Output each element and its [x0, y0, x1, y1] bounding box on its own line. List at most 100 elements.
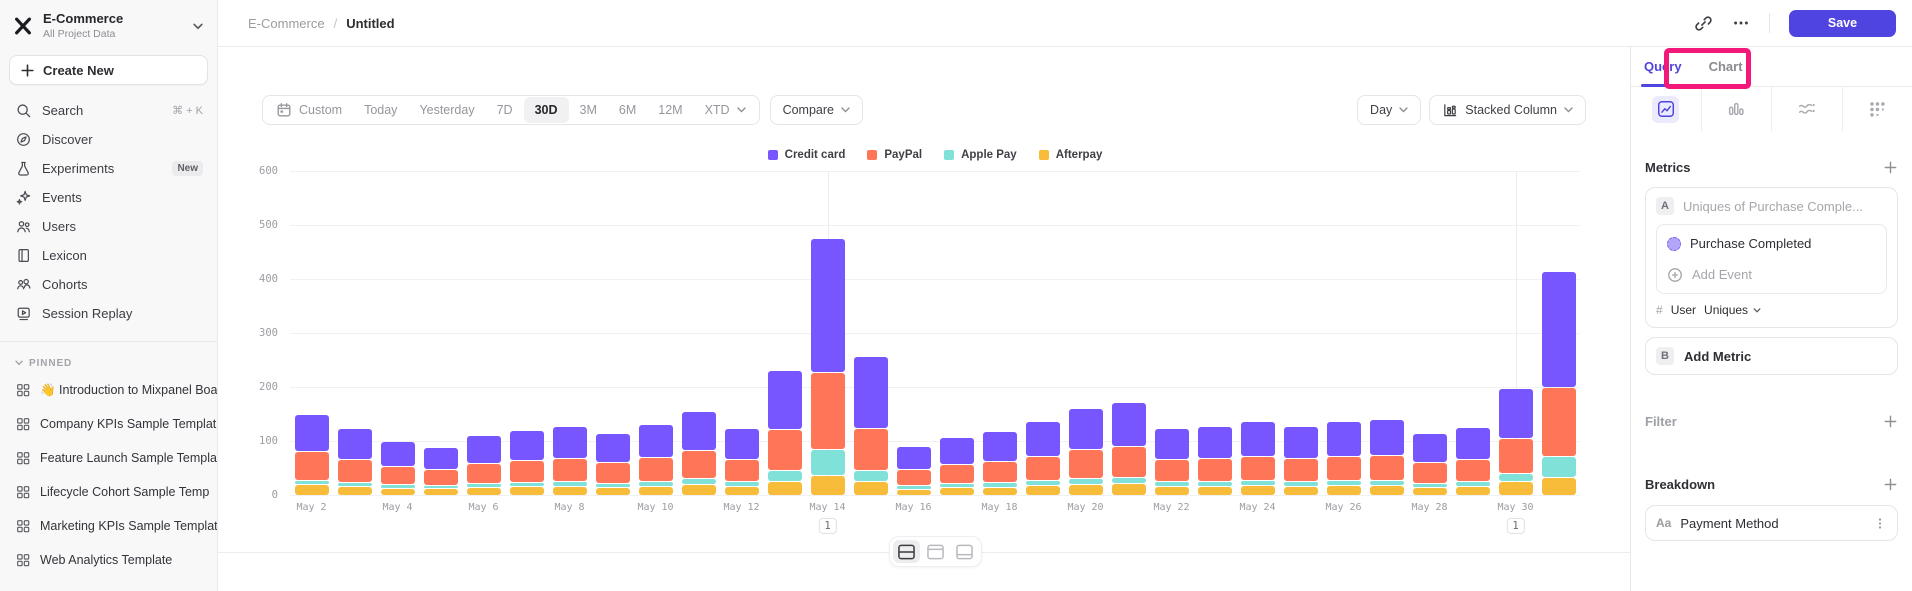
- stacked-bar-may-25[interactable]: [1283, 427, 1318, 495]
- bar-segment-apple-pay[interactable]: [1111, 478, 1146, 483]
- stacked-bar-may-17[interactable]: [939, 438, 974, 495]
- measure-agg-dropdown[interactable]: Uniques: [1704, 303, 1761, 317]
- bar-segment-paypal[interactable]: [939, 465, 974, 483]
- bar-segment-afterpay[interactable]: [638, 487, 673, 495]
- tab-chart[interactable]: Chart: [1708, 59, 1743, 74]
- bar-segment-credit-card[interactable]: [337, 429, 372, 459]
- bar-segment-credit-card[interactable]: [595, 434, 630, 462]
- stacked-bar-may-3[interactable]: [337, 429, 372, 495]
- kebab-menu-icon[interactable]: [1873, 516, 1887, 531]
- bar-segment-afterpay[interactable]: [1283, 487, 1318, 495]
- bar-segment-credit-card[interactable]: [1541, 272, 1576, 387]
- layout-chart-only-button[interactable]: [922, 540, 949, 563]
- sidebar-item-lexicon[interactable]: Lexicon: [0, 241, 217, 270]
- bar-segment-apple-pay[interactable]: [466, 484, 501, 487]
- pinned-board-item[interactable]: Feature Launch Sample Templa: [0, 441, 217, 475]
- bar-segment-credit-card[interactable]: [982, 432, 1017, 461]
- bar-segment-apple-pay[interactable]: [1412, 484, 1447, 487]
- bar-segment-apple-pay[interactable]: [939, 484, 974, 487]
- more-options-icon[interactable]: [1732, 14, 1750, 32]
- bar-segment-afterpay[interactable]: [1068, 485, 1103, 495]
- bar-segment-credit-card[interactable]: [681, 412, 716, 450]
- stacked-bar-may-2[interactable]: [294, 415, 329, 495]
- bar-segment-apple-pay[interactable]: [1369, 481, 1404, 485]
- bar-segment-apple-pay[interactable]: [1197, 482, 1232, 486]
- bar-segment-credit-card[interactable]: [1498, 389, 1533, 438]
- bar-segment-paypal[interactable]: [337, 460, 372, 482]
- pinned-board-item[interactable]: Web Analytics Template: [0, 543, 217, 577]
- bar-segment-paypal[interactable]: [810, 373, 845, 449]
- bar-segment-credit-card[interactable]: [1412, 434, 1447, 462]
- stacked-bar-may-18[interactable]: [982, 432, 1017, 495]
- date-range-12m[interactable]: 12M: [647, 97, 693, 123]
- bar-segment-apple-pay[interactable]: [724, 482, 759, 486]
- bar-segment-apple-pay[interactable]: [337, 483, 372, 486]
- stacked-bar-may-14[interactable]: [810, 239, 845, 495]
- bar-segment-afterpay[interactable]: [767, 482, 802, 495]
- save-button[interactable]: Save: [1789, 9, 1896, 37]
- legend-item-apple-pay[interactable]: Apple Pay: [944, 149, 1017, 161]
- bar-segment-paypal[interactable]: [1498, 439, 1533, 473]
- bar-segment-apple-pay[interactable]: [1068, 479, 1103, 484]
- bar-segment-paypal[interactable]: [1111, 447, 1146, 477]
- tab-query[interactable]: Query: [1641, 47, 1685, 87]
- bar-segment-afterpay[interactable]: [853, 482, 888, 495]
- stacked-bar-may-29[interactable]: [1455, 428, 1490, 495]
- pinned-board-item[interactable]: Lifecycle Cohort Sample Temp: [0, 475, 217, 509]
- bar-segment-credit-card[interactable]: [1197, 427, 1232, 458]
- bar-segment-paypal[interactable]: [294, 452, 329, 480]
- stacked-bar-may-7[interactable]: [509, 431, 544, 495]
- stacked-bar-may-27[interactable]: [1369, 420, 1404, 495]
- bar-segment-apple-pay[interactable]: [638, 482, 673, 486]
- stacked-bar-may-31[interactable]: [1541, 272, 1576, 495]
- bar-segment-paypal[interactable]: [1154, 460, 1189, 481]
- stacked-bar-may-13[interactable]: [767, 371, 802, 495]
- bar-segment-credit-card[interactable]: [1240, 422, 1275, 456]
- stacked-bar-may-11[interactable]: [681, 412, 716, 495]
- sidebar-item-events[interactable]: Events: [0, 183, 217, 212]
- sidebar-item-search[interactable]: Search ⌘ + K: [0, 96, 217, 125]
- bar-segment-apple-pay[interactable]: [896, 486, 931, 489]
- measurement-row[interactable]: # User Uniques: [1656, 303, 1887, 317]
- add-metric-plus-icon[interactable]: [1883, 160, 1898, 175]
- bar-segment-paypal[interactable]: [380, 467, 415, 484]
- bar-segment-credit-card[interactable]: [380, 442, 415, 466]
- bar-segment-credit-card[interactable]: [767, 371, 802, 429]
- link-icon[interactable]: [1694, 14, 1713, 33]
- stacked-bar-may-23[interactable]: [1197, 427, 1232, 495]
- chart-type-dropdown[interactable]: Stacked Column: [1429, 95, 1586, 125]
- bar-segment-afterpay[interactable]: [294, 485, 329, 495]
- bar-segment-credit-card[interactable]: [724, 429, 759, 459]
- legend-item-afterpay[interactable]: Afterpay: [1038, 149, 1102, 161]
- bar-segment-apple-pay[interactable]: [294, 481, 329, 484]
- date-range-xtd[interactable]: XTD: [694, 97, 757, 123]
- bar-segment-paypal[interactable]: [724, 460, 759, 481]
- bar-segment-afterpay[interactable]: [810, 476, 845, 495]
- bar-segment-afterpay[interactable]: [1111, 484, 1146, 495]
- bar-segment-credit-card[interactable]: [638, 425, 673, 457]
- bar-segment-afterpay[interactable]: [1455, 487, 1490, 495]
- bar-segment-credit-card[interactable]: [1455, 428, 1490, 459]
- bar-segment-afterpay[interactable]: [724, 487, 759, 495]
- bar-segment-afterpay[interactable]: [1412, 488, 1447, 495]
- bar-segment-paypal[interactable]: [1326, 457, 1361, 480]
- stacked-bar-may-12[interactable]: [724, 429, 759, 495]
- layout-table-only-button[interactable]: [951, 540, 978, 563]
- bar-segment-credit-card[interactable]: [1025, 422, 1060, 456]
- granularity-dropdown[interactable]: Day: [1357, 95, 1422, 125]
- stacked-bar-may-30[interactable]: [1498, 389, 1533, 495]
- bar-segment-credit-card[interactable]: [1068, 409, 1103, 449]
- bar-segment-paypal[interactable]: [1025, 457, 1060, 480]
- bar-segment-afterpay[interactable]: [896, 490, 931, 495]
- bar-segment-paypal[interactable]: [1283, 459, 1318, 481]
- bar-segment-paypal[interactable]: [1541, 388, 1576, 456]
- bar-segment-paypal[interactable]: [1412, 463, 1447, 483]
- event-row[interactable]: Purchase Completed: [1667, 228, 1876, 259]
- date-range-7d[interactable]: 7D: [486, 97, 524, 123]
- bar-segment-apple-pay[interactable]: [1283, 482, 1318, 486]
- bar-segment-afterpay[interactable]: [1154, 487, 1189, 495]
- bar-segment-afterpay[interactable]: [681, 485, 716, 495]
- bar-segment-apple-pay[interactable]: [1541, 457, 1576, 477]
- annotation-count-badge[interactable]: 1: [1506, 518, 1525, 534]
- bar-segment-credit-card[interactable]: [509, 431, 544, 460]
